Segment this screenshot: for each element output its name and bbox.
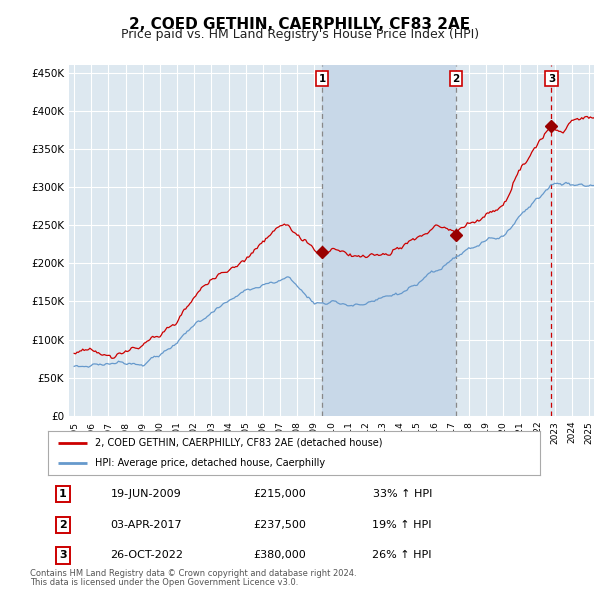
Text: 33% ↑ HPI: 33% ↑ HPI <box>373 489 432 499</box>
Text: 1: 1 <box>59 489 67 499</box>
Text: £237,500: £237,500 <box>253 520 305 530</box>
Text: 2: 2 <box>452 74 460 84</box>
Text: 26% ↑ HPI: 26% ↑ HPI <box>373 550 432 560</box>
Text: 2, COED GETHIN, CAERPHILLY, CF83 2AE: 2, COED GETHIN, CAERPHILLY, CF83 2AE <box>130 17 470 31</box>
Text: Price paid vs. HM Land Registry's House Price Index (HPI): Price paid vs. HM Land Registry's House … <box>121 28 479 41</box>
Text: 1: 1 <box>319 74 326 84</box>
Text: HPI: Average price, detached house, Caerphilly: HPI: Average price, detached house, Caer… <box>95 458 325 468</box>
Text: 19-JUN-2009: 19-JUN-2009 <box>111 489 182 499</box>
Text: 26-OCT-2022: 26-OCT-2022 <box>110 550 183 560</box>
Text: 03-APR-2017: 03-APR-2017 <box>110 520 182 530</box>
Text: 2, COED GETHIN, CAERPHILLY, CF83 2AE (detached house): 2, COED GETHIN, CAERPHILLY, CF83 2AE (de… <box>95 438 382 448</box>
Text: This data is licensed under the Open Government Licence v3.0.: This data is licensed under the Open Gov… <box>30 578 298 587</box>
Text: 19% ↑ HPI: 19% ↑ HPI <box>373 520 432 530</box>
Text: 3: 3 <box>59 550 67 560</box>
Bar <box>322 65 456 416</box>
Text: 2: 2 <box>59 520 67 530</box>
Text: £380,000: £380,000 <box>253 550 305 560</box>
Text: Contains HM Land Registry data © Crown copyright and database right 2024.: Contains HM Land Registry data © Crown c… <box>30 569 356 578</box>
Text: £215,000: £215,000 <box>253 489 305 499</box>
Text: 3: 3 <box>548 74 555 84</box>
